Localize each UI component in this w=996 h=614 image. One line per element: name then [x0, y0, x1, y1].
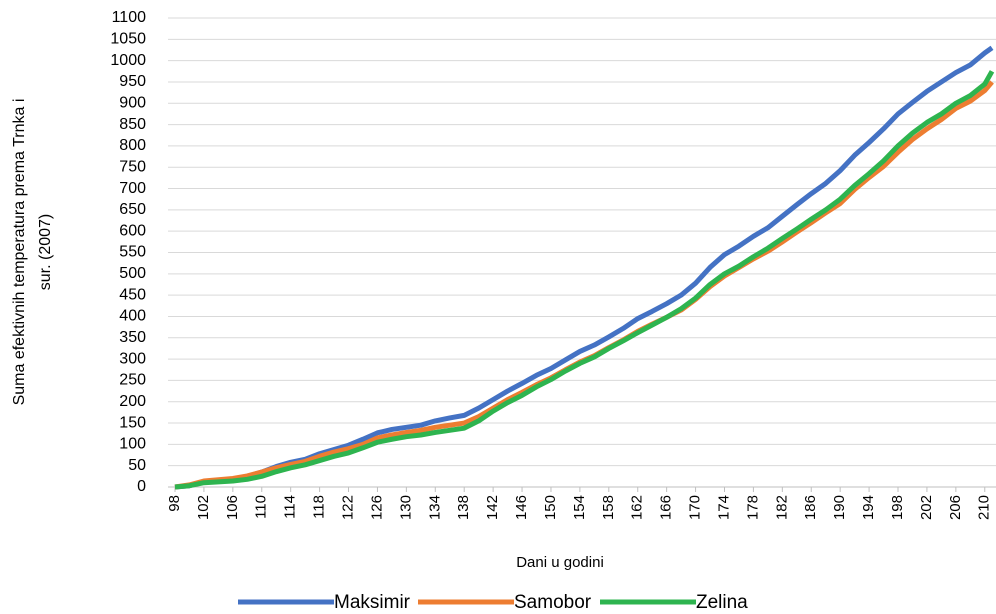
- x-tick-label: 194: [860, 495, 877, 520]
- x-tick-label: 150: [542, 495, 559, 520]
- x-tick-label: 102: [195, 495, 212, 520]
- y-tick-label: 450: [119, 286, 146, 303]
- x-tick-label: 210: [976, 495, 993, 520]
- x-tick-label: 110: [253, 495, 270, 519]
- y-tick-label: 100: [119, 436, 146, 453]
- y-tick-label: 550: [119, 244, 146, 261]
- y-tick-label: 950: [119, 73, 146, 90]
- y-axis-label: sur. (2007): [37, 214, 54, 290]
- x-tick-label: 122: [339, 495, 356, 520]
- y-tick-label: 250: [119, 372, 146, 389]
- y-tick-label: 1100: [112, 9, 147, 26]
- x-tick-label: 142: [484, 495, 501, 520]
- y-tick-label: 750: [119, 158, 146, 175]
- series-line: [174, 70, 995, 490]
- y-tick-label: 900: [119, 94, 146, 111]
- x-tick-label: 130: [397, 495, 414, 520]
- y-tick-label: 150: [119, 414, 146, 431]
- y-axis-label: Suma efektivnih temperatura prema Trnka …: [11, 99, 28, 406]
- x-axis-label: Dani u godini: [516, 554, 604, 571]
- x-tick-label: 98: [166, 495, 183, 512]
- x-tick-label: 206: [947, 495, 964, 520]
- legend-label: Zelina: [696, 592, 748, 613]
- y-tick-label: 350: [119, 329, 146, 346]
- y-tick-label: 700: [119, 180, 146, 197]
- legend-label: Maksimir: [334, 592, 411, 613]
- y-tick-label: 1000: [110, 52, 146, 69]
- series-line: [174, 45, 994, 490]
- x-tick-label: 170: [687, 495, 704, 520]
- y-tick-label: 800: [119, 137, 146, 154]
- x-tick-label: 166: [658, 495, 675, 520]
- y-tick-label: 0: [137, 478, 146, 495]
- x-tick-label: 178: [744, 495, 761, 520]
- legend-label: Samobor: [514, 592, 592, 613]
- y-tick-label: 300: [119, 350, 146, 367]
- x-tick-label: 190: [831, 495, 848, 520]
- y-tick-label: 400: [119, 308, 146, 325]
- y-tick-label: 600: [119, 222, 146, 239]
- y-tick-label: 650: [119, 201, 146, 218]
- x-tick-label: 134: [426, 495, 443, 520]
- y-tick-label: 500: [119, 265, 146, 282]
- y-tick-label: 200: [119, 393, 146, 410]
- x-tick-label: 186: [802, 495, 819, 520]
- x-tick-label: 106: [224, 495, 241, 520]
- x-tick-label: 162: [629, 495, 646, 520]
- y-tick-label: 1050: [110, 31, 146, 48]
- x-tick-label: 146: [513, 495, 530, 520]
- x-tick-label: 202: [918, 495, 935, 520]
- x-tick-label: 154: [571, 495, 588, 520]
- x-tick-label: 138: [455, 495, 472, 520]
- x-tick-label: 158: [600, 495, 617, 520]
- x-tick-label: 198: [889, 495, 906, 520]
- x-tick-label: 174: [715, 495, 732, 520]
- x-tick-label: 118: [311, 495, 328, 519]
- x-tick-label: 182: [773, 495, 790, 520]
- y-tick-label: 850: [119, 116, 146, 133]
- x-tick-label: 114: [282, 495, 299, 519]
- y-tick-label: 50: [128, 457, 146, 474]
- x-tick-label: 126: [368, 495, 385, 520]
